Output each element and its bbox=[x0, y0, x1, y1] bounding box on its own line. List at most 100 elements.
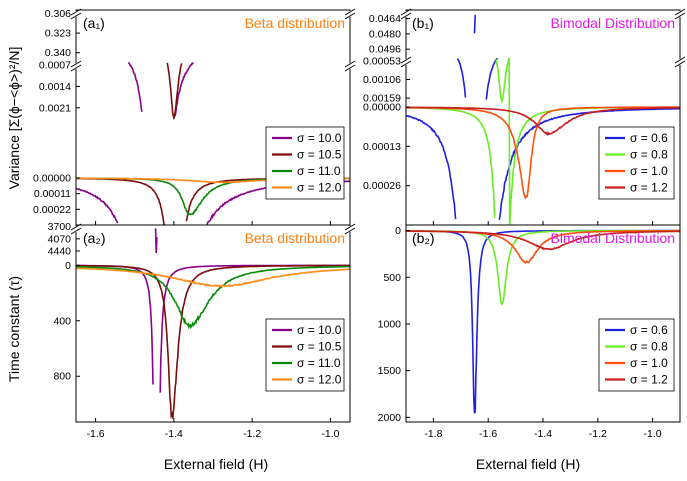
ytick-label-b1: 0.00106 bbox=[363, 74, 401, 86]
panel-label-a2: (a₂) bbox=[83, 230, 106, 246]
panel-title-b2: Bimodal Distribution bbox=[551, 230, 676, 246]
ytick-label-b1: 0.00013 bbox=[363, 141, 401, 153]
xtick-label-b2: -1.4 bbox=[534, 428, 552, 440]
axis-break-gap-a2 bbox=[346, 226, 354, 232]
axis-break-mark-a1 bbox=[70, 64, 82, 72]
legend-label-b1: σ = 0.8 bbox=[630, 148, 668, 162]
ytick-label-b2: 1500 bbox=[378, 365, 402, 377]
ytick-label-b1: 0.00053 bbox=[363, 55, 401, 67]
legend-b2: σ = 0.6 σ = 0.8 σ = 1.0 σ = 1.2 bbox=[598, 318, 675, 392]
legend-label-a2: σ = 10.0 bbox=[297, 323, 342, 337]
axis-break-gap-b1 bbox=[676, 59, 684, 65]
xtick-label-a2: -1.2 bbox=[243, 428, 261, 440]
ytick-label-b1: 0.00159 bbox=[363, 93, 401, 105]
axis-break-gap-b1 bbox=[676, 11, 684, 17]
legend-label-a2: σ = 10.5 bbox=[297, 340, 342, 354]
axes-frame-a2 bbox=[75, 224, 351, 423]
legend-label-b2: σ = 0.6 bbox=[630, 323, 668, 337]
panel-title-a2: Beta distribution bbox=[245, 230, 345, 246]
legend-label-a1: σ = 12.0 bbox=[297, 181, 342, 195]
ytick-label-b1: 0.0480 bbox=[369, 28, 401, 40]
ytick-label-a2: 4440 bbox=[48, 246, 72, 258]
legend-label-a2: σ = 11.0 bbox=[297, 356, 341, 370]
axis-break-mark-a2 bbox=[70, 223, 82, 231]
axis-break-gap-b1 bbox=[402, 11, 410, 17]
ytick-label-a1: 0.0007 bbox=[39, 60, 71, 72]
series-line-b1-3 bbox=[406, 106, 680, 137]
legend-label-a2: σ = 12.0 bbox=[297, 373, 342, 387]
ytick-label-b1: 0.00000 bbox=[363, 102, 401, 114]
panel-title-a1: Beta distribution bbox=[245, 15, 345, 31]
ytick-label-a1: 0.00022 bbox=[33, 204, 71, 216]
panel-label-b1: (b₁) bbox=[412, 15, 434, 31]
ytick-label-a1: 0.306 bbox=[45, 8, 71, 20]
ytick-label-a1: 0.0021 bbox=[39, 102, 71, 114]
ytick-label-b1: 0.00026 bbox=[363, 180, 401, 192]
xtick-label-b2: -1.2 bbox=[589, 428, 607, 440]
panel-title-b1: Bimodal Distribution bbox=[551, 15, 676, 31]
legend-label-b1: σ = 1.2 bbox=[630, 181, 668, 195]
ytick-label-a1: 0.340 bbox=[45, 47, 71, 59]
axis-break-mark-a1 bbox=[70, 60, 82, 68]
axis-break-mark-b1 bbox=[674, 56, 686, 64]
ylabel-time-constant: Time constant (τ) bbox=[6, 276, 22, 382]
xlabel-right: External field (H) bbox=[476, 456, 580, 472]
axis-break-gap-a1 bbox=[346, 11, 354, 17]
axis-break-mark-b1 bbox=[674, 60, 686, 68]
panel-label-b2: (b₂) bbox=[412, 230, 435, 246]
panel-a1: 0.00000 0.00011 0.00022 0.0007 0.0014 0.0021 0… bbox=[33, 8, 356, 226]
legend-a1: σ = 10.0 σ = 10.5 σ = 11.0 σ = 12.0 bbox=[265, 126, 345, 200]
ytick-label-a1: 0.00000 bbox=[33, 173, 71, 185]
series-line-a1-0 bbox=[76, 61, 350, 225]
axis-break-mark-a2 bbox=[344, 223, 356, 231]
axis-break-gap-a1 bbox=[72, 11, 80, 17]
xtick-label-b2: -1.0 bbox=[644, 428, 662, 440]
ytick-label-b2: 2000 bbox=[378, 412, 402, 424]
series-line-a2-3 bbox=[76, 267, 350, 288]
ytick-label-b1: 0.0496 bbox=[369, 44, 401, 56]
axis-break-gap-a2 bbox=[72, 226, 80, 232]
ytick-label-a2: 4070 bbox=[48, 233, 72, 245]
panel-b1: 0.00000 0.00013 0.00026 0.00053 0.00106 0.001… bbox=[363, 8, 686, 226]
legend-b1: σ = 0.6 σ = 0.8 σ = 1.0 σ = 1.2 bbox=[598, 126, 675, 200]
ytick-label-a2: 3700 bbox=[48, 221, 72, 233]
xtick-label-a2: -1.6 bbox=[87, 428, 105, 440]
ytick-label-a2: 400 bbox=[53, 315, 71, 327]
axis-break-gap-b1 bbox=[402, 59, 410, 65]
xtick-label-a2: -1.4 bbox=[165, 428, 183, 440]
legend-label-a1: σ = 10.0 bbox=[297, 131, 342, 145]
axis-break-mark-a2 bbox=[344, 227, 356, 235]
ytick-label-a2: 800 bbox=[53, 371, 71, 383]
ylabel-variance: Variance [Σ(ϕ−<ϕ>)²/N] bbox=[6, 47, 22, 190]
axis-break-mark-b1 bbox=[674, 8, 686, 16]
axis-break-mark-b1 bbox=[674, 12, 686, 20]
series-line-a2-1 bbox=[76, 264, 350, 419]
legend-label-b2: σ = 1.0 bbox=[630, 356, 668, 370]
ytick-label-a1: 0.323 bbox=[45, 28, 71, 40]
xtick-label-b2: -1.8 bbox=[424, 428, 442, 440]
legend-label-b1: σ = 0.6 bbox=[630, 131, 668, 145]
ytick-label-a1: 0.00011 bbox=[34, 188, 71, 200]
ytick-label-a1: 0.0014 bbox=[39, 81, 71, 93]
axis-break-mark-b1 bbox=[400, 12, 412, 20]
panel-label-a1: (a₁) bbox=[83, 15, 105, 31]
axis-break-mark-b1 bbox=[400, 8, 412, 16]
legend-label-a1: σ = 11.0 bbox=[297, 164, 341, 178]
series-line-a2-2 bbox=[76, 265, 350, 330]
axis-break-mark-a1 bbox=[344, 60, 356, 68]
series-line-b1-0 bbox=[406, 14, 680, 220]
axis-break-mark-b1 bbox=[400, 60, 412, 68]
legend-label-b2: σ = 1.2 bbox=[630, 373, 668, 387]
ytick-label-b2: 1000 bbox=[378, 318, 402, 330]
legend-a2: σ = 10.0 σ = 10.5 σ = 11.0 σ = 12.0 bbox=[265, 318, 345, 392]
axis-break-mark-a1 bbox=[70, 8, 82, 16]
ytick-label-b2: 0 bbox=[395, 225, 401, 237]
axis-break-mark-a1 bbox=[344, 12, 356, 20]
xlabel-left: External field (H) bbox=[164, 456, 268, 472]
panel-b2: 0 500 1000 1500 2000 -1.8 -1.6 -1.4 -1.2 -1.0 (b₂)… bbox=[378, 224, 681, 440]
legend-label-a1: σ = 10.5 bbox=[297, 148, 342, 162]
ytick-label-b1: 0.0464 bbox=[369, 13, 401, 25]
axis-break-mark-a1 bbox=[344, 64, 356, 72]
